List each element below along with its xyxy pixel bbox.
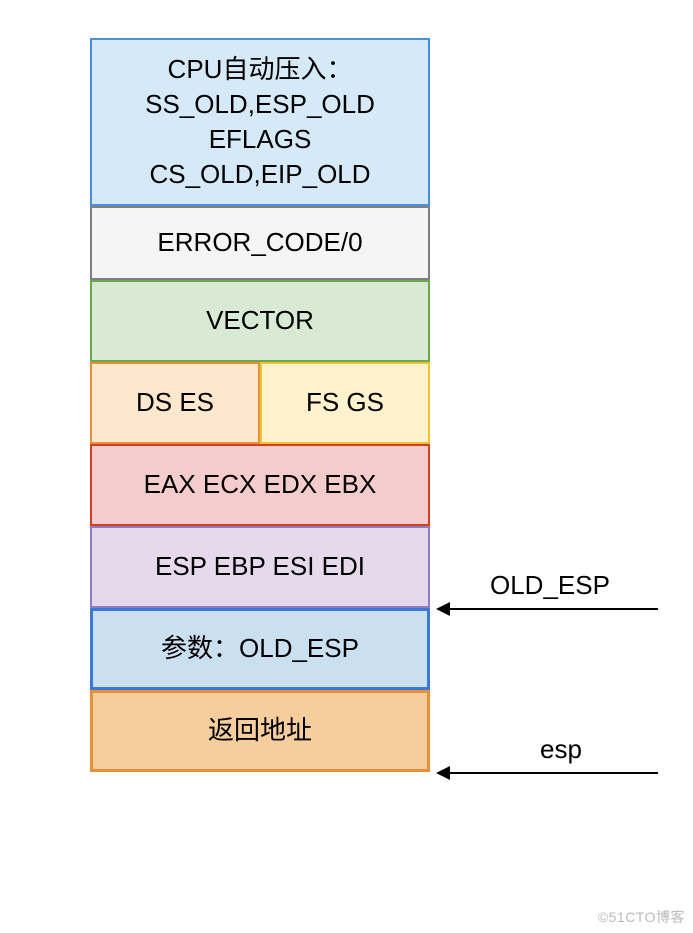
block-param: 参数：OLD_ESP	[90, 608, 430, 690]
watermark: ©51CTO博客	[598, 907, 685, 927]
arrow-old-esp	[438, 608, 658, 610]
block-segs: DS ESFS GS	[90, 362, 430, 444]
block-segs-left: DS ES	[90, 362, 260, 444]
arrow-esp	[438, 772, 658, 774]
block-regs1: EAX ECX EDX EBX	[90, 444, 430, 526]
label-old-esp: OLD_ESP	[490, 570, 610, 601]
label-esp: esp	[540, 734, 582, 765]
block-cpu-auto: CPU自动压入： SS_OLD,ESP_OLD EFLAGS CS_OLD,EI…	[90, 38, 430, 206]
block-vector: VECTOR	[90, 280, 430, 362]
stack-diagram: CPU自动压入： SS_OLD,ESP_OLD EFLAGS CS_OLD,EI…	[90, 38, 430, 772]
block-regs2: ESP EBP ESI EDI	[90, 526, 430, 608]
block-segs-right: FS GS	[260, 362, 430, 444]
block-retaddr: 返回地址	[90, 690, 430, 772]
block-error-code: ERROR_CODE/0	[90, 206, 430, 280]
